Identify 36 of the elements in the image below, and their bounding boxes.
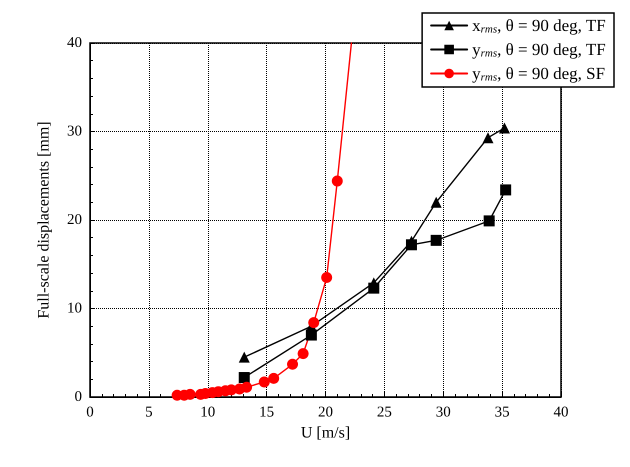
- point: [406, 239, 417, 250]
- point: [268, 372, 280, 384]
- x-tick-label: 15: [259, 404, 274, 420]
- point: [484, 215, 495, 226]
- x-tick-label: 30: [436, 404, 451, 420]
- point: [332, 176, 343, 187]
- point: [498, 122, 510, 134]
- point: [430, 196, 442, 208]
- point: [500, 184, 512, 196]
- point: [184, 388, 196, 400]
- point: [298, 348, 309, 360]
- x-tick-label: 35: [494, 404, 510, 420]
- x-tick-label: 20: [318, 404, 333, 420]
- y-tick-label: 30: [67, 124, 82, 140]
- point: [287, 358, 298, 370]
- point: [306, 330, 317, 341]
- point: [321, 272, 332, 284]
- point: [482, 132, 494, 144]
- y-axis-title: Full-scale displacements [mm]: [36, 121, 52, 319]
- y-tick-label: 10: [67, 300, 82, 316]
- x-axis-title: U [m/s]: [300, 424, 350, 442]
- x-tick-label: 10: [200, 404, 216, 420]
- x-tick-label: 0: [86, 404, 94, 420]
- x-tick-label: 25: [376, 404, 392, 420]
- point: [308, 317, 320, 328]
- y-tick-label: 40: [67, 35, 82, 51]
- x-tick-label: 40: [554, 404, 568, 420]
- point: [238, 352, 250, 363]
- y-tick-label: 20: [67, 212, 82, 228]
- x-tick-label: 5: [145, 404, 153, 420]
- point: [368, 282, 380, 294]
- point: [241, 382, 252, 393]
- point: [258, 376, 270, 388]
- y-tick-label: 0: [74, 389, 82, 405]
- point: [430, 234, 442, 246]
- point: [238, 372, 250, 384]
